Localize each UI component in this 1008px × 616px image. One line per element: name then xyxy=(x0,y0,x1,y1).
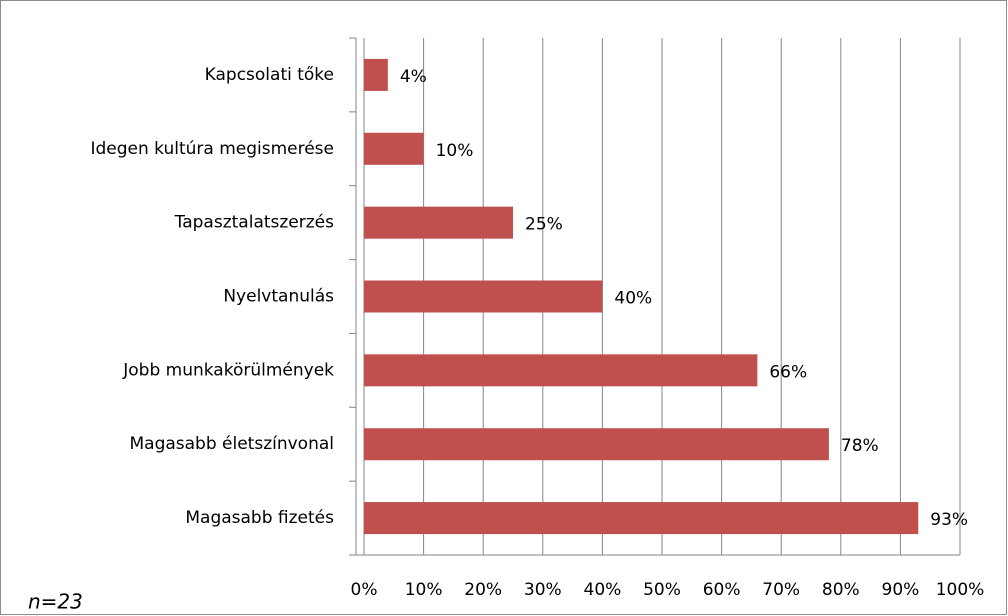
y-tick-label: Tapasztalatszerzés xyxy=(174,213,334,233)
x-tick-label: 10% xyxy=(405,580,443,600)
x-tick-label: 80% xyxy=(822,580,860,600)
bar xyxy=(364,206,513,239)
y-tick-label: Kapcsolati tőke xyxy=(205,65,334,85)
y-tick-label: Magasabb fizetés xyxy=(185,508,334,528)
data-label: 78% xyxy=(841,436,879,456)
bar xyxy=(364,354,758,387)
data-label: 10% xyxy=(436,141,474,161)
data-label: 4% xyxy=(400,67,427,87)
data-label: 66% xyxy=(769,362,807,382)
x-tick-label: 50% xyxy=(643,580,681,600)
y-tick-label: Idegen kultúra megismerése xyxy=(90,139,334,159)
x-tick-label: 0% xyxy=(351,580,378,600)
x-tick-label: 40% xyxy=(584,580,622,600)
y-tick-label: Nyelvtanulás xyxy=(223,287,334,307)
x-tick-label: 70% xyxy=(762,580,800,600)
y-tick-label: Jobb munkakörülmények xyxy=(122,360,334,380)
annotation: n=23 xyxy=(28,590,83,614)
data-label: 40% xyxy=(614,289,652,309)
bar xyxy=(364,132,424,165)
y-tick-label: Magasabb életszínvonal xyxy=(129,434,334,454)
x-tick-label: 60% xyxy=(703,580,741,600)
data-label: 25% xyxy=(525,215,563,235)
data-label: 93% xyxy=(930,510,968,530)
x-tick-label: 30% xyxy=(524,580,562,600)
x-tick-label: 20% xyxy=(464,580,502,600)
bar xyxy=(364,280,603,313)
x-tick-label: 100% xyxy=(936,580,985,600)
bar xyxy=(364,428,829,461)
bar xyxy=(364,58,388,91)
bar xyxy=(364,502,919,535)
x-tick-label: 90% xyxy=(882,580,920,600)
